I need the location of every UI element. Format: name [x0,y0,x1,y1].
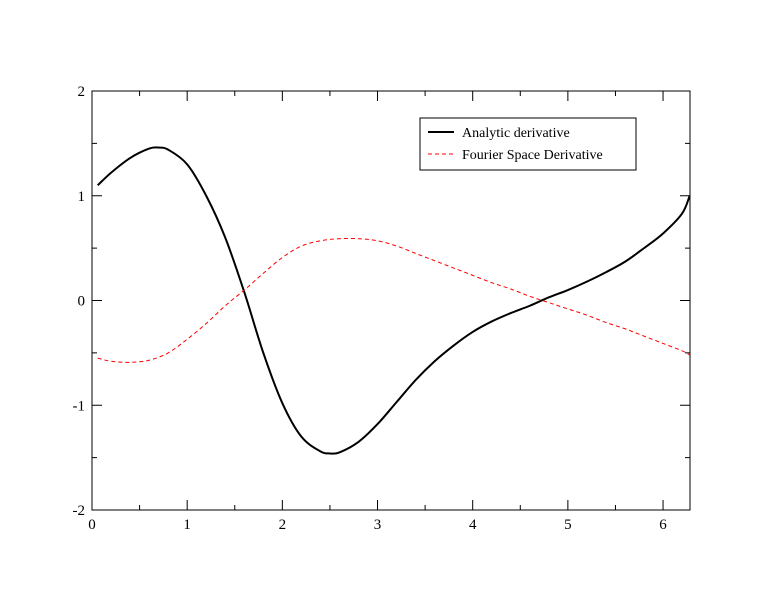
x-tick-label: 1 [183,517,191,533]
axis-tick-labels: 0 1 2 3 4 5 6 -2 -1 0 1 2 [73,84,668,533]
y-tick-label: -1 [73,398,86,414]
y-tick-label: 2 [78,84,86,100]
x-tick-label: 6 [659,517,667,533]
series-line-fourier [97,237,690,363]
x-tick-label: 2 [279,517,287,533]
legend-label-analytic: Analytic derivative [462,126,570,141]
y-tick-label: 0 [78,294,86,310]
series-layer [97,146,691,455]
legend: Analytic derivative Fourier Space Deriva… [419,117,637,171]
y-tick-label: -2 [73,503,86,519]
x-tick-label: 3 [374,517,382,533]
legend-box [419,117,637,171]
x-tick-label: 4 [469,517,477,533]
series-line-analytic [97,146,691,455]
y-tick-label: 1 [78,189,86,205]
x-tick-label: 0 [88,517,96,533]
x-tick-label: 5 [564,517,572,533]
legend-label-fourier: Fourier Space Derivative [462,148,603,163]
axis-ticks [91,90,690,511]
